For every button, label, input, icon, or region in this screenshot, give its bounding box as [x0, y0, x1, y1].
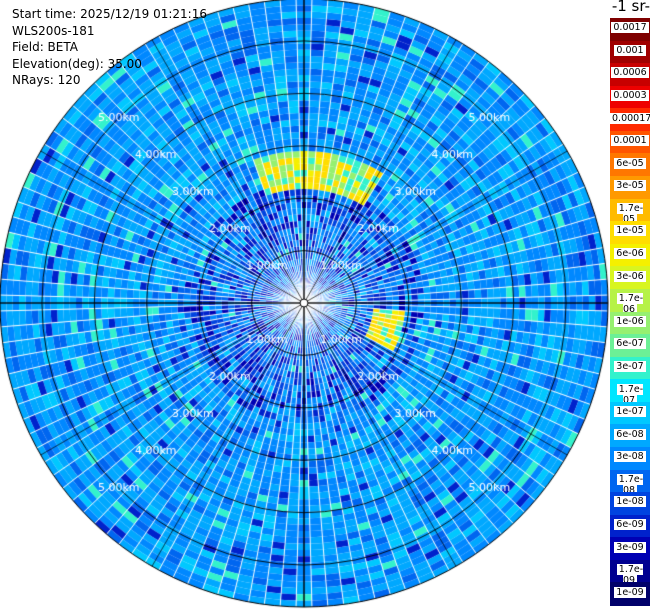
colorbar-swatch — [610, 446, 650, 471]
colorbar-swatch — [610, 582, 650, 606]
colorbar-swatch — [610, 18, 650, 42]
colorbar-swatch — [610, 40, 650, 64]
scan-info: Start time: 2025/12/19 01:21:16 WLS200s-… — [12, 6, 207, 89]
start-time-text: Start time: 2025/12/19 01:21:16 — [12, 7, 207, 21]
colorbar-swatch — [610, 379, 650, 403]
colorbar-swatch — [610, 514, 650, 538]
colorbar-swatch — [610, 130, 650, 155]
colorbar-swatch — [610, 266, 650, 290]
colorbar-swatch — [610, 108, 650, 132]
elevation-text: Elevation(deg): 35.00 — [12, 56, 142, 71]
colorbar-swatch — [610, 559, 650, 584]
colorbar-swatch — [610, 85, 650, 109]
colorbar-swatch — [610, 63, 650, 87]
colorbar-swatch — [610, 401, 650, 425]
colorbar-swatch — [610, 243, 650, 267]
nrays-text: NRays: 120 — [12, 73, 81, 87]
colorbar-swatch — [610, 221, 650, 245]
colorbar-swatch — [610, 492, 650, 516]
colorbar-title: -1 sr- — [611, 0, 650, 15]
colorbar-swatch — [610, 356, 650, 380]
instrument-text: WLS200s-181 — [12, 23, 95, 38]
colorbar-swatch — [610, 334, 650, 358]
colorbar-swatch — [610, 311, 650, 335]
colorbar-swatch — [610, 288, 650, 313]
colorbar-swatch — [610, 198, 650, 222]
colorbar-swatch — [610, 176, 650, 200]
colorbar-swatch — [610, 424, 650, 448]
field-text: Field: BETA — [12, 40, 78, 54]
colorbar-swatch — [610, 153, 650, 177]
colorbar-swatch — [610, 469, 650, 493]
colorbar: 0.0017 0.001 0.0006 0.0003 0.00017 0.0001 6e-0… — [610, 18, 650, 606]
colorbar-swatch — [610, 537, 650, 561]
